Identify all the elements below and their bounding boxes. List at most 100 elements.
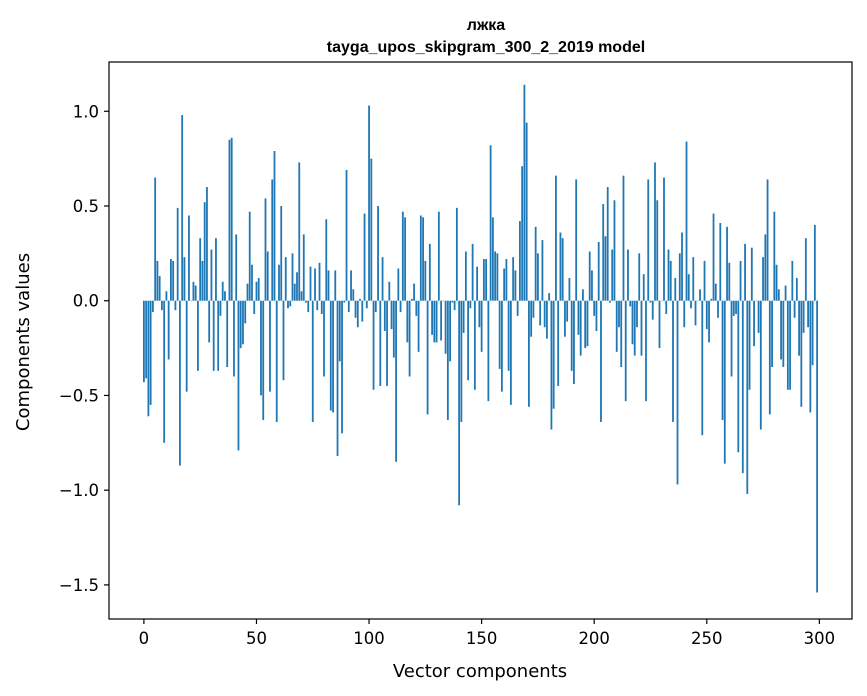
bar — [251, 264, 253, 301]
bar — [672, 300, 674, 422]
bar — [550, 300, 553, 430]
bar — [397, 268, 400, 301]
bar — [674, 277, 677, 301]
bar — [600, 300, 602, 422]
bar — [386, 300, 388, 386]
bar — [768, 300, 771, 415]
bar — [813, 224, 816, 301]
bar — [257, 277, 260, 301]
bar — [548, 293, 551, 301]
bar — [507, 300, 510, 371]
bar — [455, 207, 458, 301]
bar — [577, 300, 580, 335]
bar — [757, 300, 760, 333]
bar — [523, 84, 526, 301]
bar — [228, 139, 231, 301]
bar — [645, 300, 647, 402]
bar — [759, 300, 762, 430]
x-axis-ticks: 0 50 100 150 200 250 300 — [139, 619, 835, 648]
bar — [552, 300, 555, 409]
bar — [352, 289, 355, 301]
bar — [795, 277, 798, 301]
bar — [559, 232, 562, 301]
bar — [167, 300, 170, 360]
bar — [273, 151, 276, 301]
bar — [789, 300, 791, 390]
bar — [710, 298, 713, 301]
bar — [336, 300, 339, 457]
bar — [275, 300, 278, 422]
bar — [424, 260, 427, 301]
bar — [525, 122, 528, 301]
bar — [325, 219, 328, 301]
bar — [307, 300, 310, 313]
bar — [374, 300, 377, 313]
chart-title: лжка — [467, 17, 506, 34]
bar — [356, 300, 359, 328]
bar — [165, 291, 168, 301]
bar — [248, 211, 251, 301]
bar — [143, 300, 145, 383]
bar — [260, 300, 262, 396]
bar — [408, 300, 411, 377]
bar — [201, 260, 204, 301]
bar — [732, 300, 735, 316]
bar — [802, 300, 805, 333]
bar — [156, 260, 159, 301]
bar — [341, 300, 343, 434]
bar — [361, 300, 364, 322]
bar — [440, 300, 442, 341]
bar — [811, 300, 814, 366]
bar — [365, 300, 368, 309]
bar — [509, 300, 512, 405]
bar — [291, 253, 294, 301]
x-tick-label: 250 — [691, 629, 723, 648]
y-tick-label: −1.0 — [59, 481, 99, 500]
bar — [714, 283, 717, 301]
bar — [239, 300, 242, 349]
bar — [500, 300, 503, 392]
bar — [149, 300, 152, 405]
bar — [469, 300, 472, 309]
x-tick-label: 0 — [139, 629, 150, 648]
bar — [480, 300, 483, 352]
bar — [503, 268, 506, 301]
bar — [289, 300, 292, 307]
bar — [262, 300, 265, 421]
bar — [656, 200, 659, 301]
bar — [305, 300, 307, 303]
bar — [170, 259, 172, 301]
bar — [145, 300, 148, 379]
bar — [516, 300, 519, 316]
bar — [293, 283, 296, 301]
bar — [609, 300, 611, 303]
bar — [629, 300, 632, 307]
bar — [244, 300, 247, 324]
bar — [667, 249, 670, 301]
bar — [379, 300, 382, 386]
bar — [699, 289, 701, 301]
bar — [458, 300, 461, 506]
bar — [588, 251, 591, 301]
bar — [377, 205, 379, 301]
bar — [287, 300, 289, 309]
bar — [690, 300, 692, 309]
bar — [300, 291, 303, 301]
bar — [489, 145, 492, 301]
bar — [383, 300, 386, 332]
bar — [685, 141, 688, 301]
bar — [451, 300, 454, 303]
bar — [687, 274, 690, 301]
bar — [735, 300, 737, 314]
bar — [343, 300, 346, 303]
bar — [417, 300, 420, 352]
bar — [208, 300, 211, 343]
bar — [271, 179, 274, 301]
bar — [701, 300, 704, 436]
bar — [777, 289, 780, 301]
bar — [215, 238, 217, 301]
bar — [161, 300, 163, 311]
bar — [604, 236, 607, 301]
bar — [221, 281, 224, 301]
